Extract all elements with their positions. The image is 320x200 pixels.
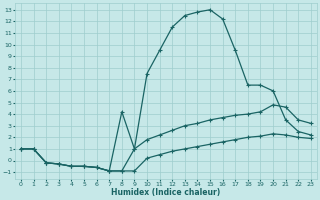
X-axis label: Humidex (Indice chaleur): Humidex (Indice chaleur) bbox=[111, 188, 220, 197]
